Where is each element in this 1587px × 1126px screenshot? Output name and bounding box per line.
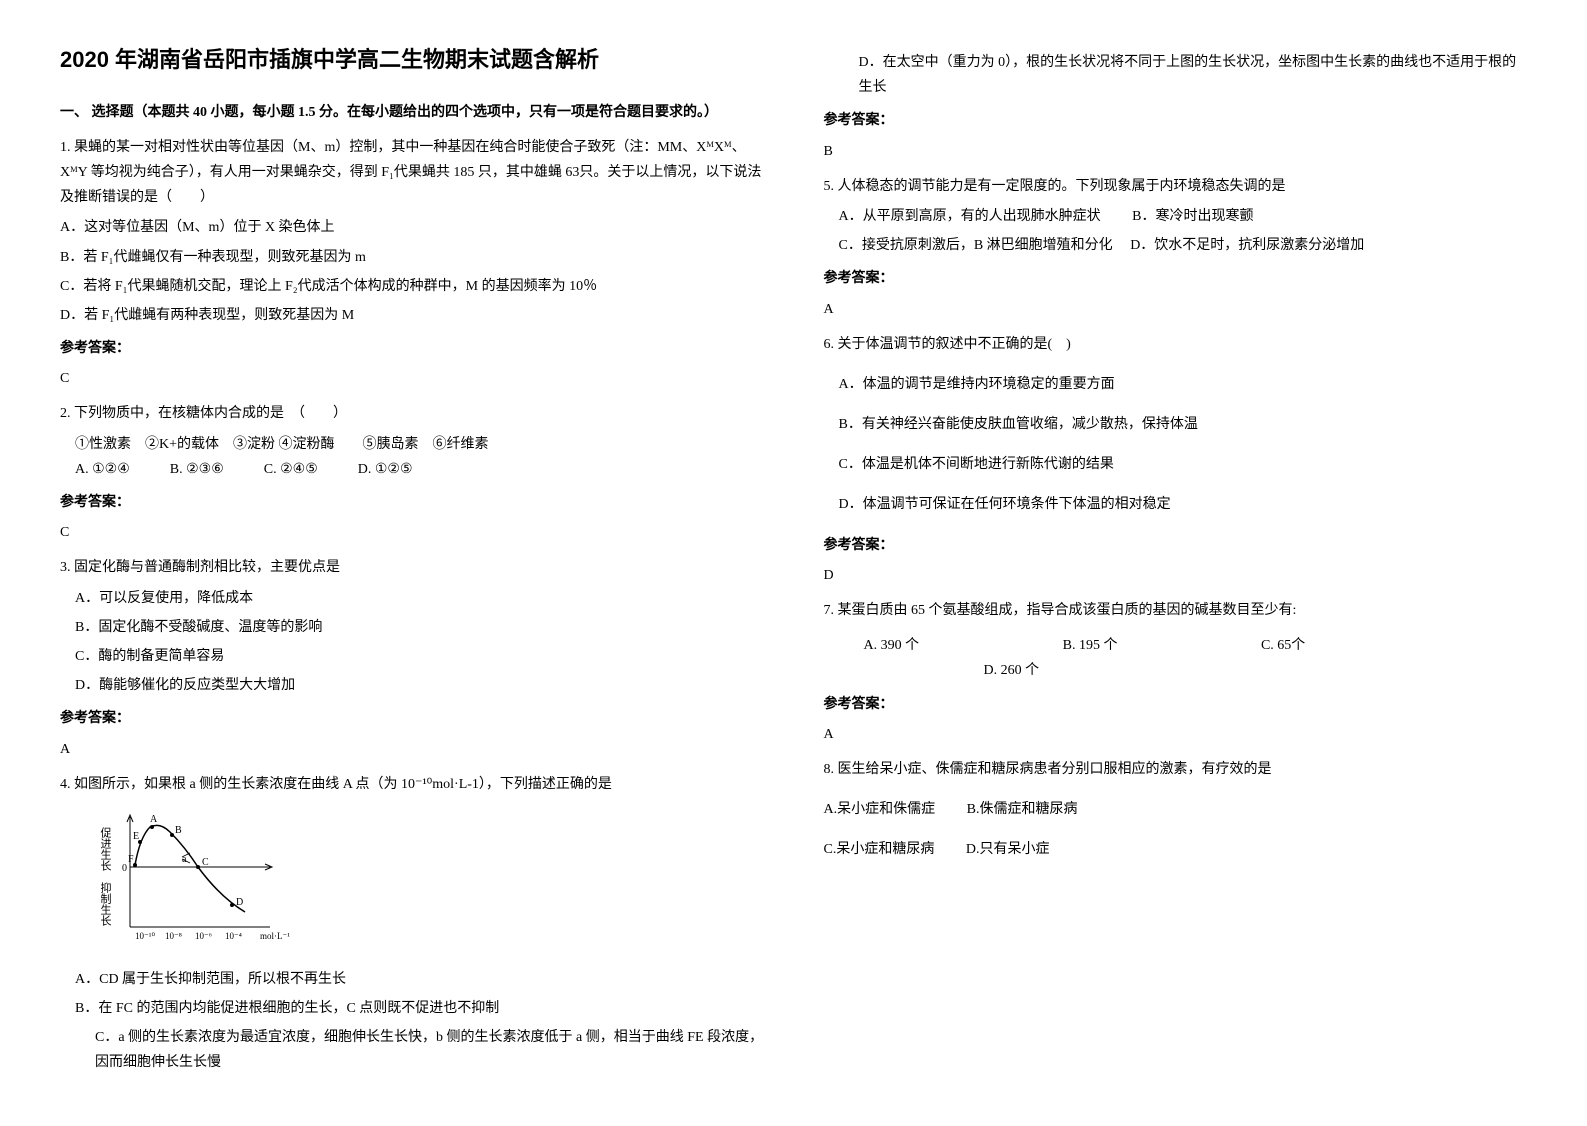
left-column: 2020 年湖南省岳阳市插旗中学高二生物期末试题含解析 一、 选择题（本题共 4… xyxy=(60,40,764,1086)
question-7: 7. 某蛋白质由 65 个氨基酸组成，指导合成该蛋白质的基因的碱基数目至少有: … xyxy=(824,598,1528,747)
section-header: 一、 选择题（本题共 40 小题，每小题 1.5 分。在每小题给出的四个选项中，… xyxy=(60,100,764,125)
q1-optA: A．这对等位基因（M、m）位于 X 染色体上 xyxy=(60,215,764,240)
q3-answer-label: 参考答案： xyxy=(60,706,764,731)
growth-curve-chart: 0 促进生长 抑制生长 E A B F C xyxy=(90,807,310,957)
q7-optB: B. 195 个 xyxy=(1063,638,1118,653)
q7-optA: A. 390 个 xyxy=(864,638,920,653)
q6-optD: D．体温调节可保证在任何环境条件下体温的相对稳定 xyxy=(839,492,1528,517)
svg-text:C: C xyxy=(202,857,209,868)
q2-subtext: ①性激素 ②K+的载体 ③淀粉 ④淀粉酶 ⑤胰岛素 ⑥纤维素 xyxy=(75,432,764,457)
q4-text: 4. 如图所示，如果根 a 侧的生长素浓度在曲线 A 点（为 10⁻¹⁰mol·… xyxy=(60,772,764,797)
q1-optB: B．若 F₁代雌蝇仅有一种表现型，则致死基因为 m xyxy=(60,245,764,270)
q6-answer: D xyxy=(824,563,1528,588)
q2-optC: C. ②④⑤ xyxy=(264,457,318,482)
q2-text: 2. 下列物质中，在核糖体内合成的是 （ ） xyxy=(60,401,764,426)
svg-text:10⁻⁸: 10⁻⁸ xyxy=(165,931,182,941)
q4-optC: C．a 侧的生长素浓度为最适宜浓度，细胞伸长生长快，b 侧的生长素浓度低于 a … xyxy=(95,1025,764,1075)
q6-text: 6. 关于体温调节的叙述中不正确的是( ) xyxy=(824,332,1528,357)
right-column: D．在太空中（重力为 0），根的生长状况将不同于上图的生长状况，坐标图中生长素的… xyxy=(824,40,1528,1086)
question-5: 5. 人体稳态的调节能力是有一定限度的。下列现象属于内环境稳态失调的是 A．从平… xyxy=(824,174,1528,322)
q2-answer-label: 参考答案： xyxy=(60,490,764,515)
q5-optA: A．从平原到高原，有的人出现肺水肿症状 xyxy=(839,209,1101,224)
q8-optA: A.呆小症和侏儒症 xyxy=(824,802,936,817)
svg-text:促进生长: 促进生长 xyxy=(99,826,112,871)
q3-optD: D．酶能够催化的反应类型大大增加 xyxy=(75,673,764,698)
svg-text:F: F xyxy=(128,854,134,865)
q3-text: 3. 固定化酶与普通酶制剂相比较，主要优点是 xyxy=(60,555,764,580)
q5-optD: D．饮水不足时，抗利尿激素分泌增加 xyxy=(1130,238,1364,253)
svg-text:抑制生长: 抑制生长 xyxy=(99,881,112,926)
q5-answer-label: 参考答案： xyxy=(824,266,1528,291)
q2-answer: C xyxy=(60,520,764,545)
q1-answer-label: 参考答案： xyxy=(60,336,764,361)
q4-optA: A．CD 属于生长抑制范围，所以根不再生长 xyxy=(75,967,764,992)
q8-optC: C.呆小症和糖尿病 xyxy=(824,842,935,857)
q1-text: 1. 果蝇的某一对相对性状由等位基因（M、m）控制，其中一种基因在纯合时能使合子… xyxy=(60,135,764,211)
q5-optB: B．寒冷时出现寒颤 xyxy=(1132,209,1253,224)
q7-text: 7. 某蛋白质由 65 个氨基酸组成，指导合成该蛋白质的基因的碱基数目至少有: xyxy=(824,598,1528,623)
question-8: 8. 医生给呆小症、侏儒症和糖尿病患者分别口服相应的激素，有疗效的是 A.呆小症… xyxy=(824,757,1528,863)
q1-optD: D．若 F₁代雌蝇有两种表现型，则致死基因为 M xyxy=(60,303,764,328)
q8-optD: D.只有呆小症 xyxy=(966,842,1050,857)
q3-optB: B．固定化酶不受酸碱度、温度等的影响 xyxy=(75,615,764,640)
svg-text:10⁻¹⁰: 10⁻¹⁰ xyxy=(135,931,155,941)
q5-text: 5. 人体稳态的调节能力是有一定限度的。下列现象属于内环境稳态失调的是 xyxy=(824,174,1528,199)
q1-optC: C．若将 F₁代果蝇随机交配，理论上 F₂代成活个体构成的种群中，M 的基因频率… xyxy=(60,274,764,299)
page-title: 2020 年湖南省岳阳市插旗中学高二生物期末试题含解析 xyxy=(60,40,764,80)
q2-optD: D. ①②⑤ xyxy=(358,457,413,482)
question-6: 6. 关于体温调节的叙述中不正确的是( ) A．体温的调节是维持内环境稳定的重要… xyxy=(824,332,1528,588)
question-4: 4. 如图所示，如果根 a 侧的生长素浓度在曲线 A 点（为 10⁻¹⁰mol·… xyxy=(60,772,764,1076)
q4-chart: 0 促进生长 抑制生长 E A B F C xyxy=(90,807,764,957)
q8-text: 8. 医生给呆小症、侏儒症和糖尿病患者分别口服相应的激素，有疗效的是 xyxy=(824,757,1528,782)
svg-text:D: D xyxy=(236,897,243,908)
q4-answer-label: 参考答案： xyxy=(824,108,1528,133)
q7-answer-label: 参考答案： xyxy=(824,692,1528,717)
q5-optC: C．接受抗原刺激后，B 淋巴细胞增殖和分化 xyxy=(839,238,1113,253)
q4-answer: B xyxy=(824,139,1528,164)
svg-text:A: A xyxy=(150,814,158,825)
q6-answer-label: 参考答案： xyxy=(824,533,1528,558)
question-2: 2. 下列物质中，在核糖体内合成的是 （ ） ①性激素 ②K+的载体 ③淀粉 ④… xyxy=(60,401,764,545)
q2-optB: B. ②③⑥ xyxy=(170,457,224,482)
svg-text:E: E xyxy=(133,831,139,842)
q4-optB: B．在 FC 的范围内均能促进根细胞的生长，C 点则既不促进也不抑制 xyxy=(75,996,764,1021)
q7-answer: A xyxy=(824,722,1528,747)
svg-text:0: 0 xyxy=(122,863,127,874)
question-1: 1. 果蝇的某一对相对性状由等位基因（M、m）控制，其中一种基因在纯合时能使合子… xyxy=(60,135,764,392)
svg-text:10⁻⁴: 10⁻⁴ xyxy=(225,931,242,941)
q1-answer: C xyxy=(60,366,764,391)
q3-answer: A xyxy=(60,737,764,762)
q7-optC: C. 65个 xyxy=(1261,638,1305,653)
q6-optB: B．有关神经兴奋能使皮肤血管收缩，减少散热，保持体温 xyxy=(839,412,1528,437)
svg-text:B: B xyxy=(175,825,182,836)
question-4-cont: D．在太空中（重力为 0），根的生长状况将不同于上图的生长状况，坐标图中生长素的… xyxy=(824,50,1528,164)
q8-optB: B.侏儒症和糖尿病 xyxy=(967,802,1078,817)
q3-optA: A．可以反复使用，降低成本 xyxy=(75,586,764,611)
q6-optC: C．体温是机体不间断地进行新陈代谢的结果 xyxy=(839,452,1528,477)
question-3: 3. 固定化酶与普通酶制剂相比较，主要优点是 A．可以反复使用，降低成本 B．固… xyxy=(60,555,764,761)
q7-optD: D. 260 个 xyxy=(984,663,1040,678)
q6-optA: A．体温的调节是维持内环境稳定的重要方面 xyxy=(839,372,1528,397)
q2-optA: A. ①②④ xyxy=(75,457,130,482)
q3-optC: C．酶的制备更简单容易 xyxy=(75,644,764,669)
q4-optD: D．在太空中（重力为 0），根的生长状况将不同于上图的生长状况，坐标图中生长素的… xyxy=(859,50,1528,100)
q5-answer: A xyxy=(824,297,1528,322)
svg-text:mol·L⁻¹: mol·L⁻¹ xyxy=(260,931,290,941)
svg-text:10⁻⁶: 10⁻⁶ xyxy=(195,931,212,941)
